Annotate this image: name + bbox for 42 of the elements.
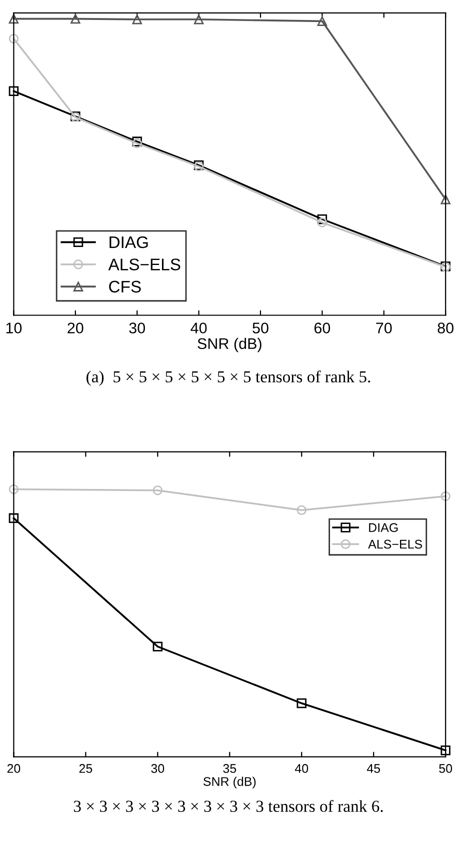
- x-tick-label: 70: [376, 322, 392, 334]
- x-tick-label: 30: [151, 764, 164, 773]
- x-tick-label: 80: [438, 322, 454, 334]
- point: [152, 485, 163, 496]
- x-tick-label: 50: [439, 764, 452, 773]
- point: [440, 491, 450, 502]
- x-axis-title: SNR (dB): [198, 338, 262, 352]
- point: [440, 746, 450, 756]
- point: [296, 505, 306, 516]
- x-tick-label: 45: [366, 764, 380, 773]
- x-tick-label: 30: [129, 322, 145, 334]
- x-axis-title: SNR (dB): [203, 776, 256, 788]
- legend-label: ALS−ELS: [368, 540, 422, 549]
- x-tick-label: 40: [190, 322, 207, 334]
- point: [317, 214, 328, 224]
- point: [8, 34, 19, 44]
- x-tick-label: 40: [294, 764, 308, 773]
- text: (a) 5 × 5 × 5 × 5 × 5 × 5 tensors of rank 5.: [86, 370, 370, 386]
- point: [440, 194, 450, 204]
- point: [8, 484, 19, 494]
- legend-label: ALS−ELS: [108, 258, 180, 270]
- point: [194, 14, 204, 24]
- legend-label: DIAG: [369, 523, 398, 532]
- x-tick-label: 25: [79, 764, 92, 773]
- legend-label: CFS: [109, 280, 141, 293]
- point: [152, 642, 163, 652]
- x-tick-label: 20: [68, 322, 84, 334]
- point: [132, 14, 142, 24]
- point: [317, 16, 328, 26]
- point: [8, 86, 19, 96]
- x-tick-label: 35: [223, 764, 236, 773]
- point: [70, 14, 80, 24]
- legend-label: DIAG: [110, 236, 148, 248]
- x-tick-label: 10: [6, 322, 22, 334]
- point: [8, 14, 19, 24]
- x-tick-label: 50: [252, 322, 268, 334]
- point: [317, 218, 328, 228]
- point: [296, 698, 306, 708]
- point: [8, 513, 19, 524]
- x-tick-label: 20: [7, 764, 20, 773]
- text: 3 × 3 × 3 × 3 × 3 × 3 × 3 × 3 tensors of rank 6.: [74, 800, 383, 812]
- x-tick-label: 60: [314, 322, 330, 334]
